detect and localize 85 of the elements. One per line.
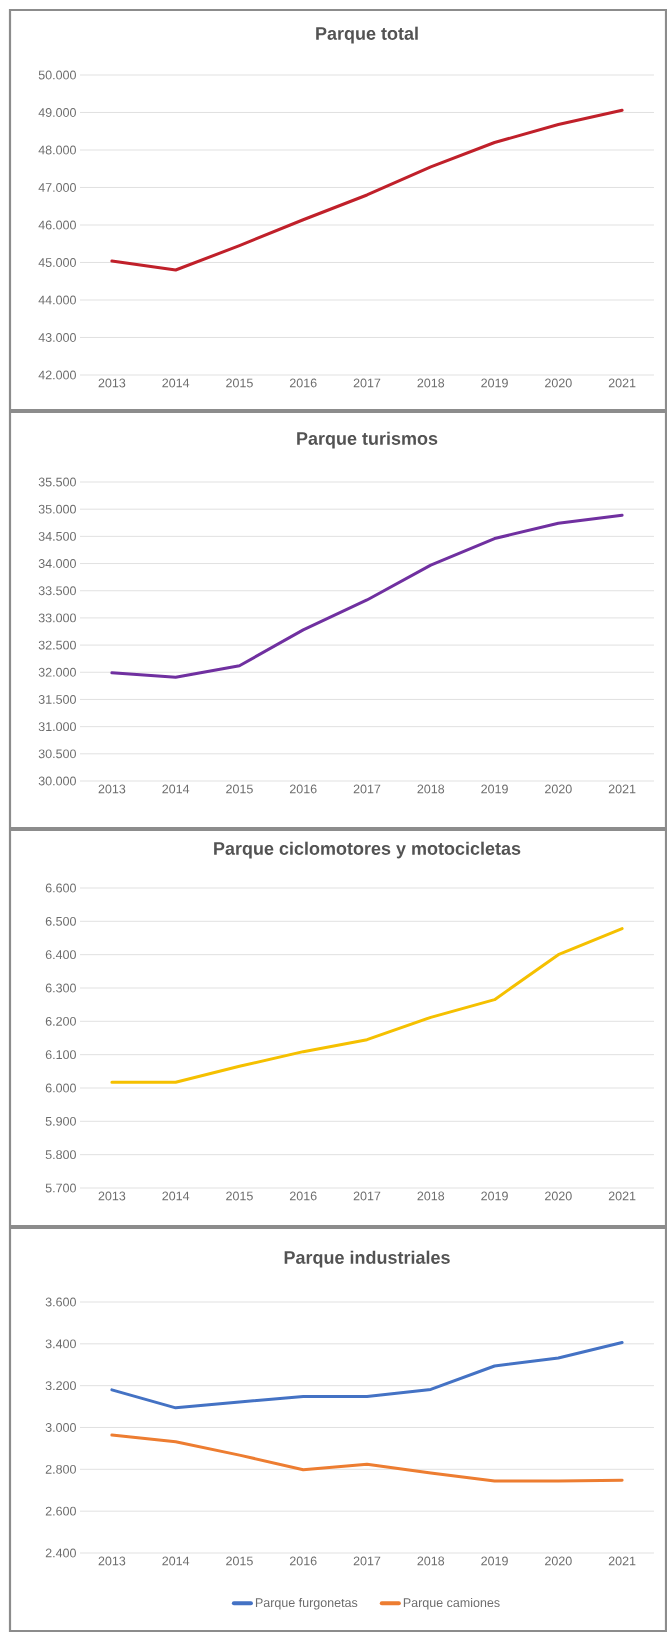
y-tick-label: 45.000 xyxy=(38,258,76,267)
y-tick-label: 5.900 xyxy=(45,1116,76,1126)
chart-title: Parque total xyxy=(316,26,418,44)
x-tick-label: 2021 xyxy=(608,784,636,794)
y-tick-label: 6.600 xyxy=(45,883,76,893)
y-tick-label: 2.400 xyxy=(45,1548,76,1558)
line-series xyxy=(110,1433,624,1483)
x-tick-label: 2013 xyxy=(98,1556,126,1566)
legend-label: Parque furgonetas xyxy=(255,1597,358,1610)
x-tick-label: 2015 xyxy=(226,1191,253,1201)
chart-title: Parque turismos xyxy=(297,431,438,449)
y-tick-label: 35.000 xyxy=(38,504,76,514)
y-tick-label: 6.200 xyxy=(45,1016,76,1026)
y-tick-label: 3.600 xyxy=(45,1297,76,1307)
x-tick-label: 2016 xyxy=(289,1191,317,1201)
y-tick-label: 34.500 xyxy=(38,531,76,541)
y-tick-label: 32.500 xyxy=(38,640,76,650)
line-series xyxy=(110,513,624,679)
x-tick-label: 2019 xyxy=(481,1556,508,1566)
y-tick-label: 44.000 xyxy=(38,295,76,305)
y-tick-label: 31.000 xyxy=(38,722,76,732)
x-tick-label: 2017 xyxy=(353,378,381,388)
x-tick-label: 2014 xyxy=(162,784,190,794)
x-tick-label: 2020 xyxy=(545,1556,572,1566)
y-tick-label: 6.100 xyxy=(45,1050,76,1060)
x-tick-label: 2014 xyxy=(162,378,190,388)
x-tick-label: 2018 xyxy=(417,1556,445,1566)
y-tick-label: 5.800 xyxy=(45,1150,76,1160)
x-tick-label: 2020 xyxy=(545,378,572,388)
y-tick-label: 42.000 xyxy=(38,370,76,380)
y-tick-label: 33.000 xyxy=(38,613,76,623)
y-tick-label: 33.500 xyxy=(38,586,76,596)
x-tick-label: 2017 xyxy=(353,1556,381,1566)
line-series xyxy=(110,927,624,1084)
y-tick-label: 30.500 xyxy=(38,749,76,759)
y-tick-label: 50.000 xyxy=(38,70,76,80)
line-series xyxy=(110,108,624,272)
y-tick-label: 5.700 xyxy=(45,1183,76,1193)
y-tick-label: 2.600 xyxy=(45,1506,76,1516)
x-tick-label: 2014 xyxy=(162,1191,190,1201)
y-tick-label: 32.000 xyxy=(38,667,76,677)
x-tick-label: 2016 xyxy=(289,378,317,388)
x-tick-label: 2019 xyxy=(481,1191,508,1201)
x-tick-label: 2015 xyxy=(226,784,253,794)
x-tick-label: 2021 xyxy=(608,378,636,388)
x-tick-label: 2017 xyxy=(353,784,381,794)
y-tick-label: 3.400 xyxy=(45,1339,76,1349)
x-tick-label: 2019 xyxy=(481,784,508,794)
x-tick-label: 2020 xyxy=(545,784,572,794)
x-tick-label: 2017 xyxy=(353,1191,381,1201)
y-tick-label: 3.200 xyxy=(45,1381,76,1391)
x-tick-label: 2021 xyxy=(608,1191,636,1201)
legend-label: Parque camiones xyxy=(403,1597,500,1610)
x-tick-label: 2018 xyxy=(417,1191,445,1201)
x-tick-label: 2016 xyxy=(289,784,317,794)
y-tick-label: 46.000 xyxy=(38,220,76,230)
y-tick-label: 49.000 xyxy=(38,108,76,117)
y-tick-label: 6.400 xyxy=(45,950,76,960)
line-series xyxy=(110,1341,624,1410)
x-tick-label: 2020 xyxy=(545,1191,572,1201)
y-tick-label: 43.000 xyxy=(38,333,76,342)
y-tick-label: 35.500 xyxy=(38,477,76,487)
y-tick-label: 2.800 xyxy=(45,1464,76,1474)
x-tick-label: 2015 xyxy=(226,378,253,388)
y-tick-label: 47.000 xyxy=(38,183,76,192)
x-tick-label: 2016 xyxy=(289,1556,317,1566)
y-tick-label: 6.300 xyxy=(45,983,76,993)
chart-title: Parque ciclomotores y motocicletas xyxy=(214,841,521,859)
x-tick-label: 2021 xyxy=(608,1556,636,1566)
x-tick-label: 2014 xyxy=(162,1556,190,1566)
y-tick-label: 6.000 xyxy=(45,1083,76,1093)
x-tick-label: 2013 xyxy=(98,784,126,794)
x-tick-label: 2015 xyxy=(226,1556,253,1566)
y-tick-label: 34.000 xyxy=(38,559,76,568)
x-tick-label: 2018 xyxy=(417,784,445,794)
x-tick-label: 2013 xyxy=(98,378,126,388)
y-tick-label: 3.000 xyxy=(45,1423,76,1432)
y-tick-label: 6.500 xyxy=(45,916,76,926)
x-tick-label: 2019 xyxy=(481,378,508,388)
x-tick-label: 2018 xyxy=(417,378,445,388)
y-tick-label: 31.500 xyxy=(38,695,76,704)
chart-title: Parque industriales xyxy=(284,1250,450,1268)
y-tick-label: 48.000 xyxy=(38,145,76,155)
y-tick-label: 30.000 xyxy=(38,776,76,786)
x-tick-label: 2013 xyxy=(98,1191,126,1201)
